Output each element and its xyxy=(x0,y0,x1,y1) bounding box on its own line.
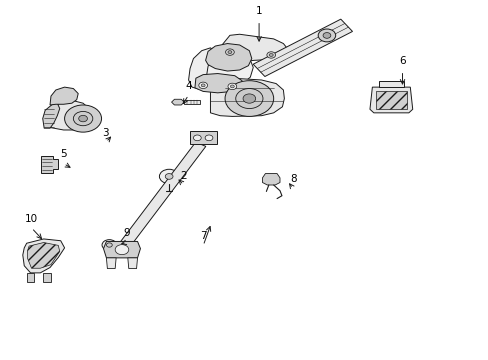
Polygon shape xyxy=(210,78,284,116)
Text: 10: 10 xyxy=(25,213,38,224)
Polygon shape xyxy=(41,156,58,173)
Polygon shape xyxy=(43,273,51,282)
Circle shape xyxy=(159,169,179,184)
Polygon shape xyxy=(253,19,352,77)
Text: 4: 4 xyxy=(185,81,191,91)
Circle shape xyxy=(224,81,273,116)
Circle shape xyxy=(199,82,207,89)
Polygon shape xyxy=(195,73,242,93)
Text: 2: 2 xyxy=(180,171,186,181)
Text: 3: 3 xyxy=(102,128,109,138)
Text: 9: 9 xyxy=(123,228,130,238)
Polygon shape xyxy=(191,47,253,88)
Text: 1: 1 xyxy=(255,6,262,17)
Circle shape xyxy=(225,49,234,55)
Polygon shape xyxy=(378,81,403,87)
Circle shape xyxy=(102,240,116,250)
Circle shape xyxy=(193,135,201,141)
Circle shape xyxy=(266,52,275,58)
Polygon shape xyxy=(205,44,251,71)
Circle shape xyxy=(227,83,236,90)
Circle shape xyxy=(201,84,204,87)
Polygon shape xyxy=(171,99,184,105)
Circle shape xyxy=(204,135,212,141)
Circle shape xyxy=(318,29,335,42)
Circle shape xyxy=(269,54,273,57)
Circle shape xyxy=(323,32,330,38)
Bar xyxy=(184,100,200,104)
Text: 8: 8 xyxy=(289,174,296,184)
Polygon shape xyxy=(117,142,205,251)
Circle shape xyxy=(227,51,231,54)
Polygon shape xyxy=(189,131,216,144)
Polygon shape xyxy=(375,91,406,109)
Text: 5: 5 xyxy=(60,149,67,159)
Circle shape xyxy=(106,243,112,247)
Polygon shape xyxy=(47,101,93,130)
Circle shape xyxy=(73,111,93,126)
Circle shape xyxy=(230,85,234,88)
Circle shape xyxy=(235,89,263,109)
Polygon shape xyxy=(127,258,137,269)
Polygon shape xyxy=(23,239,64,273)
Polygon shape xyxy=(222,34,287,62)
Circle shape xyxy=(64,105,102,132)
Circle shape xyxy=(115,245,128,255)
Polygon shape xyxy=(28,243,60,268)
Polygon shape xyxy=(42,103,60,128)
Polygon shape xyxy=(50,87,78,105)
Polygon shape xyxy=(103,242,140,258)
Circle shape xyxy=(165,174,173,179)
Text: 6: 6 xyxy=(398,57,405,66)
Polygon shape xyxy=(369,87,412,113)
Text: 7: 7 xyxy=(200,231,206,242)
Polygon shape xyxy=(188,48,214,89)
Circle shape xyxy=(79,115,87,122)
Polygon shape xyxy=(106,258,116,269)
Circle shape xyxy=(243,94,255,103)
Polygon shape xyxy=(262,174,280,185)
Polygon shape xyxy=(27,273,34,282)
